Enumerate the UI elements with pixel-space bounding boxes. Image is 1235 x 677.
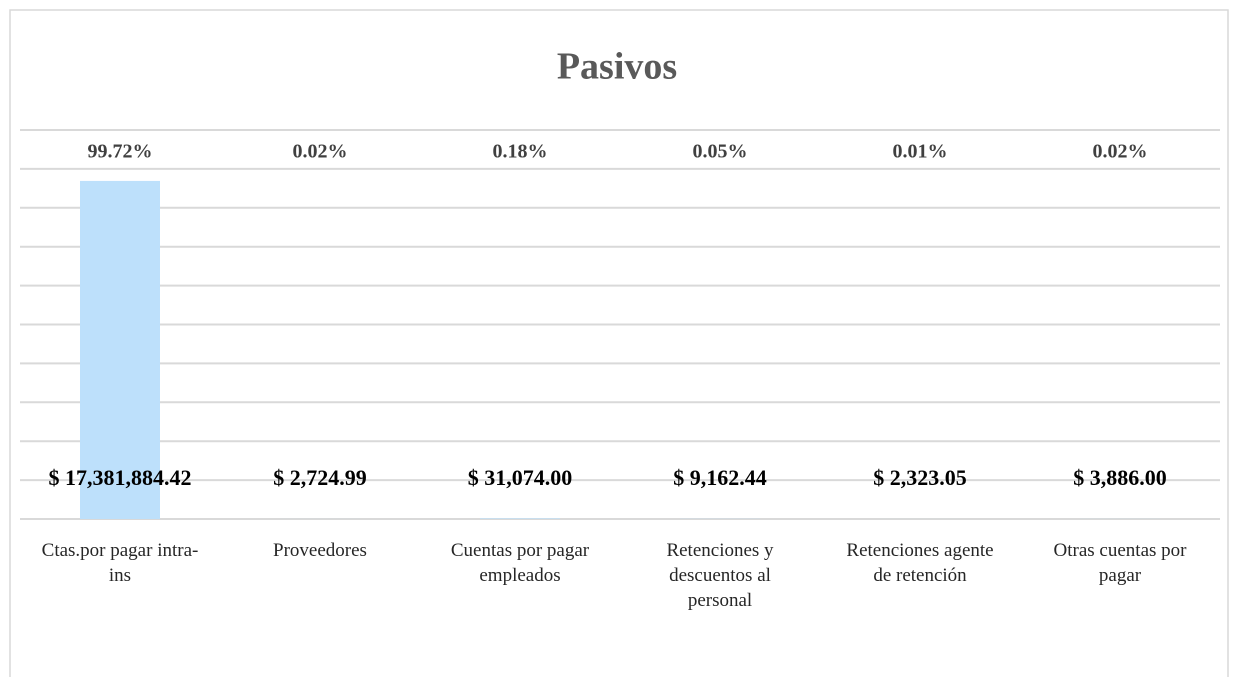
value-label: $ 9,162.44 [673, 465, 767, 490]
chart-border [9, 9, 1229, 677]
share-label: 99.72% [88, 141, 153, 163]
share-label: 0.02% [293, 141, 348, 163]
bar [480, 518, 560, 519]
value-label: $ 3,886.00 [1073, 465, 1167, 490]
share-label: 0.01% [893, 141, 948, 163]
share-label: 0.02% [1093, 141, 1148, 163]
x-tick-label: Cuentas por pagar empleados [450, 540, 590, 586]
share-label: 0.05% [693, 141, 748, 163]
value-label: $ 17,381,884.42 [49, 465, 192, 490]
share-label: 0.18% [493, 141, 548, 163]
x-tick-label: Otras cuentas por pagar [1053, 540, 1187, 586]
x-tick-label: Retenciones agente de retención [846, 540, 994, 586]
value-label: $ 2,724.99 [273, 465, 367, 490]
value-label: $ 2,323.05 [873, 465, 967, 490]
value-label: $ 31,074.00 [468, 465, 573, 490]
x-tick-label: Proveedores [273, 540, 367, 561]
chart-title: Pasivos [557, 46, 677, 88]
x-tick-label: Retenciones y descuentos al personal [666, 540, 774, 611]
x-tick-label: Ctas.por pagar intra-ins [41, 540, 199, 586]
bar [80, 180, 160, 519]
